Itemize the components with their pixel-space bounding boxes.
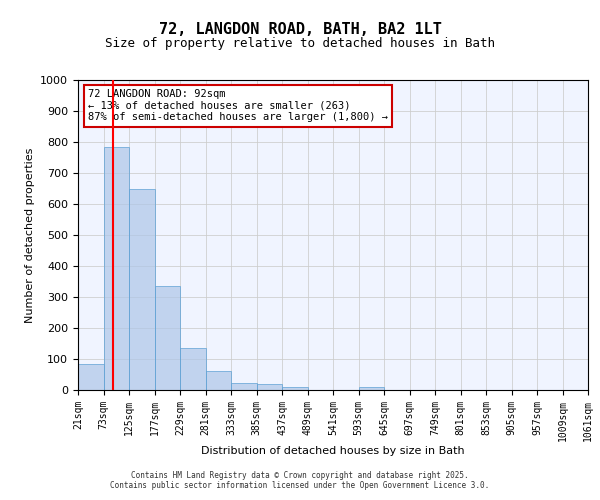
Bar [155, 286, 180, 390]
Text: 72 LANGDON ROAD: 92sqm
← 13% of detached houses are smaller (263)
87% of semi-de: 72 LANGDON ROAD: 92sqm ← 13% of detached… [88, 90, 388, 122]
Bar [257, 384, 282, 390]
Bar [78, 364, 104, 390]
Bar [180, 348, 205, 390]
Text: Contains HM Land Registry data © Crown copyright and database right 2025.
Contai: Contains HM Land Registry data © Crown c… [110, 470, 490, 490]
Bar [359, 387, 384, 390]
Text: Size of property relative to detached houses in Bath: Size of property relative to detached ho… [105, 38, 495, 51]
Bar [282, 387, 308, 390]
Bar [231, 383, 257, 390]
Bar [129, 188, 155, 390]
Y-axis label: Number of detached properties: Number of detached properties [25, 148, 35, 322]
Text: 72, LANGDON ROAD, BATH, BA2 1LT: 72, LANGDON ROAD, BATH, BA2 1LT [158, 22, 442, 38]
Bar [104, 146, 129, 390]
X-axis label: Distribution of detached houses by size in Bath: Distribution of detached houses by size … [201, 446, 465, 456]
Bar [205, 372, 231, 390]
